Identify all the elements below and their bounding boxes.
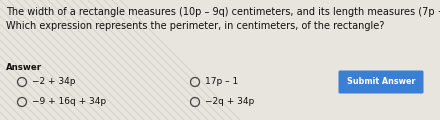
Text: Answer: Answer [6, 63, 42, 72]
FancyBboxPatch shape [338, 71, 423, 93]
Text: −2q + 34p: −2q + 34p [205, 97, 254, 107]
Text: Submit Answer: Submit Answer [347, 78, 415, 87]
Text: 17p – 1: 17p – 1 [205, 78, 238, 87]
Text: Which expression represents the perimeter, in centimeters, of the rectangle?: Which expression represents the perimete… [6, 21, 385, 31]
Text: −2 + 34p: −2 + 34p [32, 78, 76, 87]
Text: The width of a rectangle measures (10p – 9q) centimeters, and its length measure: The width of a rectangle measures (10p –… [6, 7, 440, 17]
Text: −9 + 16q + 34p: −9 + 16q + 34p [32, 97, 106, 107]
